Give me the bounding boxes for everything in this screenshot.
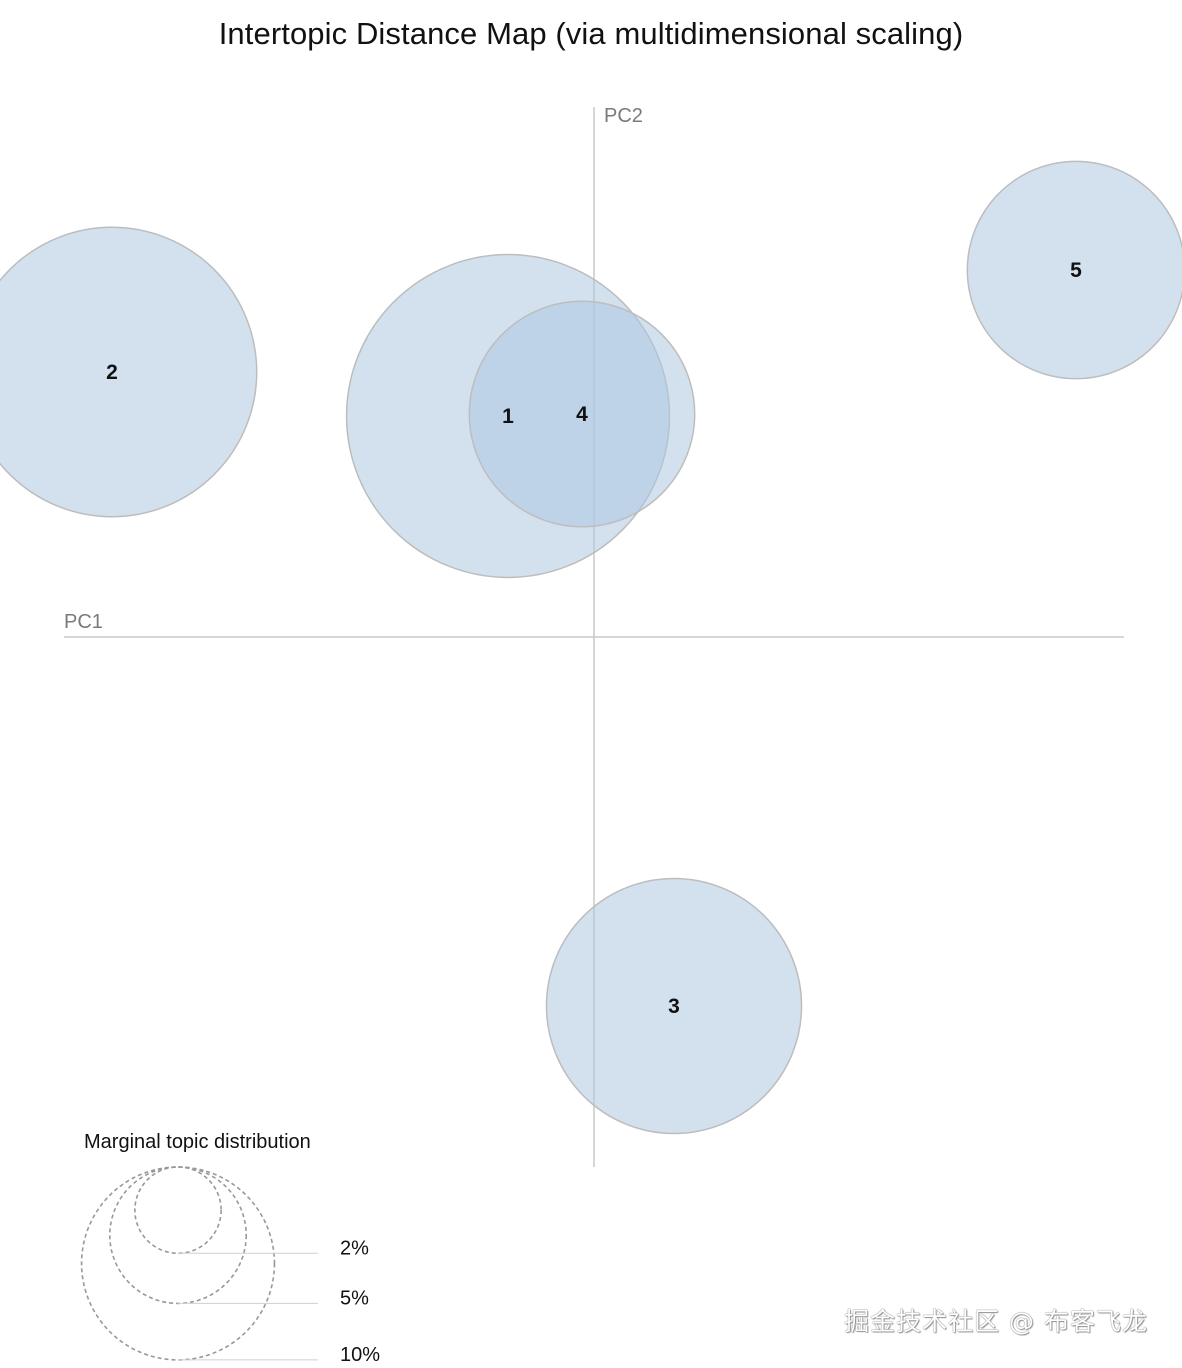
watermark: 掘金技术社区 @ 布客飞龙 [844, 1307, 1148, 1336]
topic-label-1[interactable]: 1 [502, 405, 514, 428]
legend-label-10: 10% [340, 1344, 380, 1366]
legend-circles: 10% 5% 2% [80, 1166, 380, 1366]
pc2-axis-label: PC2 [604, 105, 643, 127]
topic-label-3[interactable]: 3 [668, 995, 680, 1018]
legend-circle-5 [108, 1166, 248, 1305]
legend-label-5: 5% [340, 1287, 369, 1309]
legend-label-2: 2% [340, 1237, 369, 1259]
topic-labels: 1 2 3 4 5 [106, 259, 1082, 1018]
topic-label-2[interactable]: 2 [106, 361, 118, 384]
chart-title: Intertopic Distance Map (via multidimens… [218, 16, 964, 51]
legend-circle-2 [134, 1166, 222, 1255]
topic-bubble-4[interactable] [468, 300, 696, 528]
topic-label-4[interactable]: 4 [576, 403, 588, 426]
topic-bubble-2[interactable] [0, 226, 258, 518]
legend: Marginal topic distribution 10% 5% 2% [80, 1131, 380, 1366]
topic-bubbles [0, 160, 1182, 1135]
legend-circle-10 [80, 1166, 276, 1361]
pc1-axis-label: PC1 [64, 611, 103, 633]
topic-bubble-5[interactable] [966, 160, 1182, 380]
legend-title: Marginal topic distribution [84, 1131, 311, 1153]
topic-bubble-3[interactable] [545, 877, 803, 1135]
topic-label-5[interactable]: 5 [1070, 259, 1082, 282]
